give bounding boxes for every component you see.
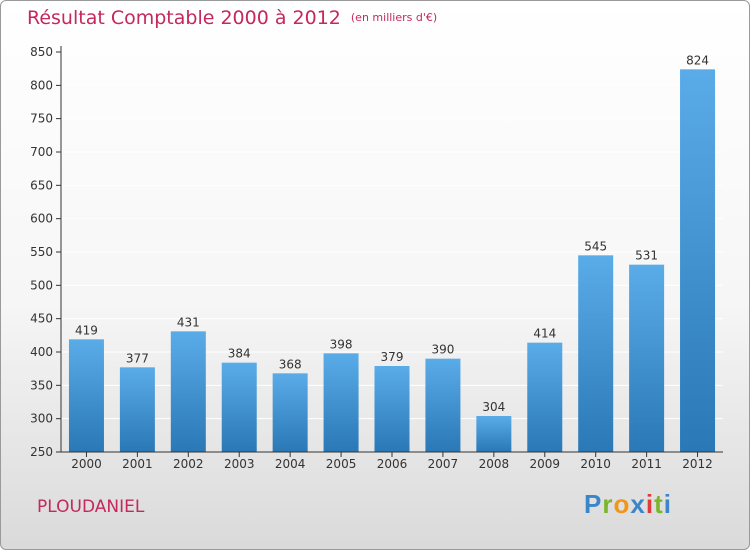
bar-2009 [527,342,563,452]
bar-2010 [578,255,614,452]
y-tick-label: 850 [30,45,53,59]
x-tick-label: 2000 [71,457,102,471]
bar-2000 [68,339,104,452]
data-label: 824 [686,53,709,67]
x-tick-label: 2009 [529,457,560,471]
logo-letter: i [663,489,672,519]
axes: 250 300 350 400 450 500 550 600 650 700 750 800 850 2… [30,45,723,471]
bar-2003 [221,362,257,452]
data-labels: 419 377 431 384 368 398 379 390 304 414 545 531 824 [75,53,709,414]
data-label: 368 [279,357,302,371]
bar-2002 [170,331,206,452]
x-tick-label: 2006 [377,457,408,471]
x-tick-label: 2011 [631,457,662,471]
logo-letter: i [645,489,655,519]
x-tick-label: 2010 [580,457,611,471]
data-label: 398 [330,337,353,351]
data-label: 414 [533,327,556,341]
bar-2004 [272,373,308,452]
x-tick-label: 2001 [122,457,153,471]
y-tick-label: 300 [30,412,53,426]
y-tick-label: 450 [30,312,53,326]
logo-letter: o [613,489,631,519]
y-tick-label: 600 [30,212,53,226]
y-tick-label: 350 [30,378,53,392]
bar-2007 [425,358,461,452]
x-tick-label: 2005 [326,457,357,471]
x-tick-label: 2004 [275,457,306,471]
bar-2005 [323,353,359,452]
chart-title: Résultat Comptable 2000 à 2012 (en millie… [27,7,437,29]
x-tick-label: 2012 [682,457,713,471]
data-label: 390 [431,343,454,357]
data-label: 384 [228,347,251,361]
chart-unit: (en milliers d'€) [350,11,438,24]
y-tick-label: 700 [30,145,53,159]
bar-2012 [680,69,716,452]
bar-2001 [119,367,155,452]
y-tick-label: 500 [30,278,53,292]
data-label: 531 [635,249,658,263]
data-label: 304 [482,400,505,414]
data-label: 545 [584,239,607,253]
y-tick-label: 650 [30,178,53,192]
logo-letter: r [602,489,614,519]
data-label: 431 [177,315,200,329]
x-tick-label: 2008 [479,457,510,471]
x-tick-label: 2003 [224,457,255,471]
logo-letter: x [630,489,646,519]
bars [68,69,716,452]
commune-name: PLOUDANIEL [37,497,145,517]
chart-title-text: Résultat Comptable 2000 à 2012 [27,7,341,29]
data-label: 377 [126,351,149,365]
y-tick-label: 550 [30,245,53,259]
y-tick-label: 400 [30,345,53,359]
data-label: 379 [381,350,404,364]
bar-2006 [374,366,410,452]
x-tick-label: 2007 [428,457,459,471]
logo-letter: P [584,489,603,519]
bar-2011 [629,264,665,452]
y-tick-label: 800 [30,78,53,92]
proxiti-logo: Proxiti [584,489,672,520]
logo-letter: t [654,489,664,519]
y-tick-label: 250 [30,445,53,459]
y-tick-label: 750 [30,112,53,126]
x-tick-label: 2002 [173,457,204,471]
bar-2008 [476,416,512,452]
data-label: 419 [75,323,98,337]
